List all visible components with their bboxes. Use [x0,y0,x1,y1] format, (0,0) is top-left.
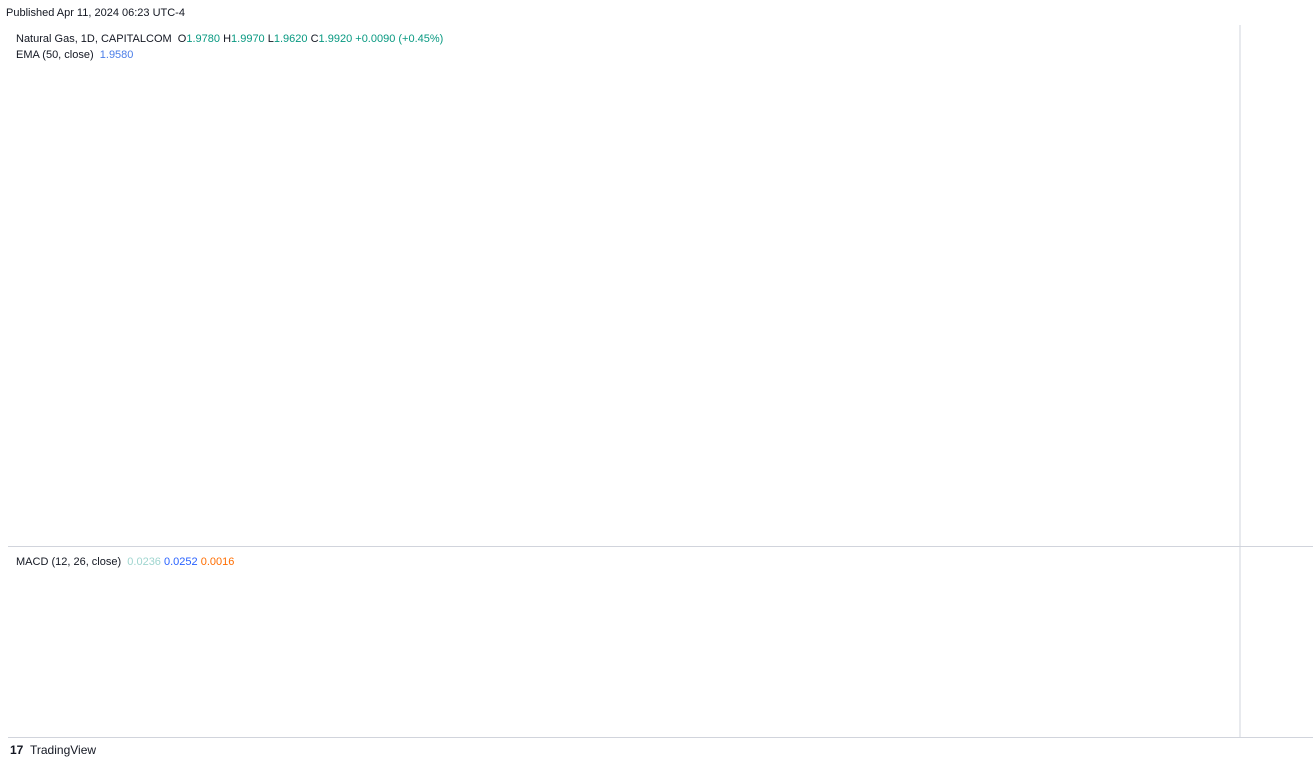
ohlc-value: 1.9780 [186,33,221,45]
symbol: Natural Gas, 1D, CAPITALCOM [16,33,172,45]
change: +0.0090 (+0.45%) [355,33,444,45]
price-legend: Natural Gas, 1D, CAPITALCOM O1.9780 H1.9… [16,33,443,45]
brand-logo: 17 [10,743,24,757]
macd-legend: MACD (12, 26, close) 0.0236 0.0252 0.001… [16,556,234,568]
ema-value: 1.9580 [99,49,134,61]
ohlc-value: 1.9970 [231,33,265,45]
ohlc-key: H [223,33,232,45]
ohlc-key: L [267,33,274,45]
ohlc-key: C [310,33,319,45]
ohlc-value: 1.9620 [273,33,308,45]
macd-name: MACD (12, 26, close) [16,556,122,568]
macd-value: 0.0252 [164,556,198,568]
macd-value: 0.0016 [200,556,235,568]
ohlc-value: 1.9920 [318,33,353,45]
brand: 17 TradingView [10,743,96,757]
ema-legend: EMA (50, close) 1.9580 [16,49,133,61]
published: Published Apr 11, 2024 06:23 UTC-4 [6,7,185,19]
macd-value: 0.0236 [127,556,161,568]
ema-name: EMA (50, close) [16,49,94,61]
brand-name: TradingView [30,743,96,757]
ohlc-key: O [177,33,187,45]
